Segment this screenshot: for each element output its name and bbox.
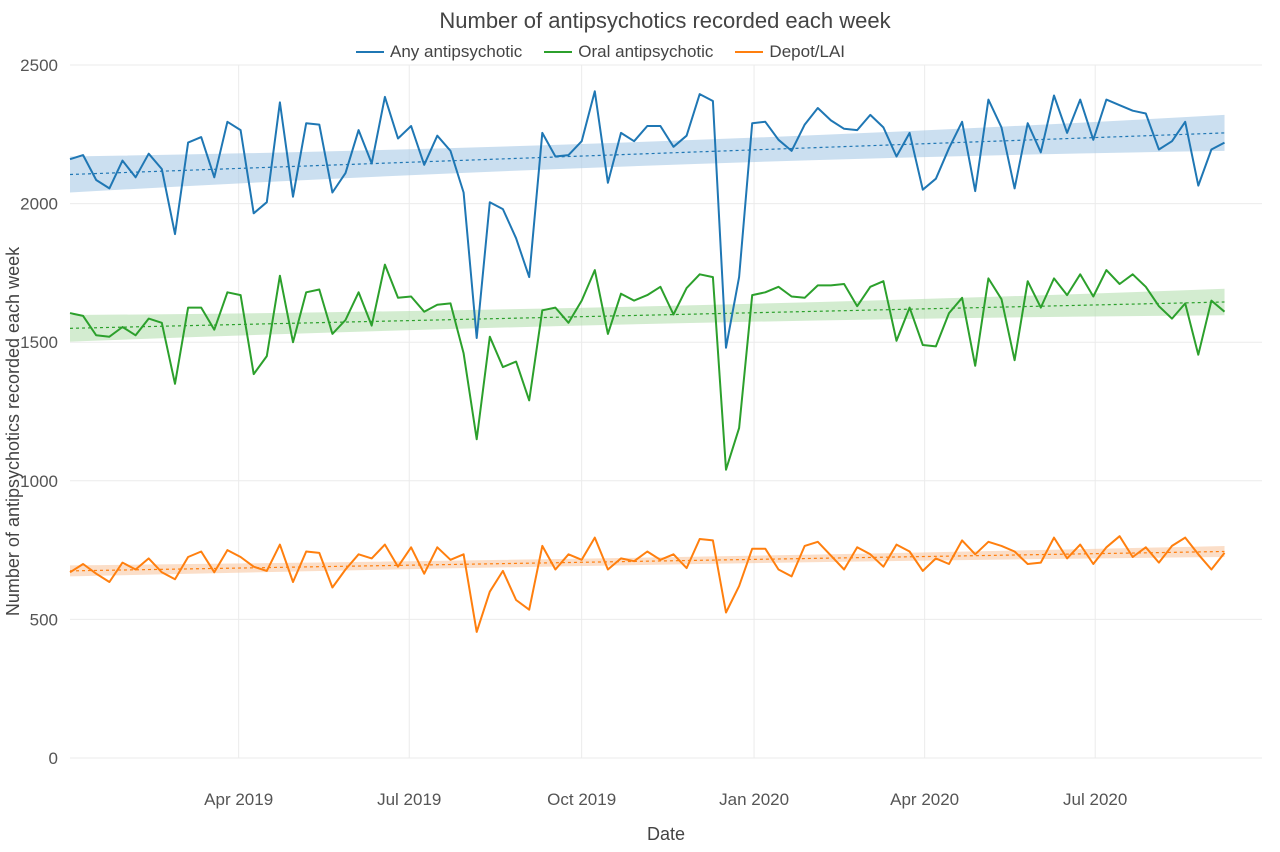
series-line-0 (69, 90, 1225, 349)
tick-labels: 0 500 1000 1500 2000 2500 Apr 2019 Jul 2019 Oct … (20, 56, 1127, 809)
y-tick-label: 500 (30, 610, 58, 629)
legend-item-oral[interactable]: Oral antipsychotic (544, 42, 713, 62)
legend-label-depot: Depot/LAI (769, 42, 846, 61)
x-tick-label: Apr 2019 (204, 790, 273, 809)
confidence-bands (70, 114, 1225, 577)
trend-line-1 (69, 301, 1225, 329)
legend-swatch-oral (544, 51, 573, 53)
series-line-2 (69, 535, 1226, 633)
grid-lines (70, 64, 1262, 759)
legend-label-any: Any antipsychotic (390, 42, 523, 61)
x-tick-label: Oct 2019 (547, 790, 616, 809)
y-tick-label: 2500 (20, 56, 58, 75)
legend-item-any[interactable]: Any antipsychotic (356, 42, 522, 62)
chart-title: Number of antipsychotics recorded each w… (439, 8, 891, 33)
chart-legend: Any antipsychotic Oral antipsychotic Dep… (356, 42, 845, 62)
y-tick-label: 2000 (20, 195, 58, 214)
x-axis-title: Date (647, 824, 685, 844)
legend-label-oral: Oral antipsychotic (578, 42, 714, 61)
trend-lines (69, 132, 1225, 572)
series-line-1 (69, 263, 1226, 471)
x-tick-label: Jan 2020 (719, 790, 789, 809)
y-tick-label: 1000 (20, 472, 58, 491)
x-tick-label: Jul 2019 (377, 790, 441, 809)
x-tick-label: Jul 2020 (1063, 790, 1127, 809)
trend-line-2 (69, 550, 1225, 572)
legend-swatch-any (356, 51, 384, 53)
legend-swatch-depot (735, 51, 764, 53)
series-lines (69, 90, 1226, 633)
legend-item-depot[interactable]: Depot/LAI (735, 42, 845, 62)
x-tick-label: Apr 2020 (890, 790, 959, 809)
y-axis-title: Number of antipsychotics recorded each w… (3, 246, 23, 616)
y-tick-label: 1500 (20, 333, 58, 352)
trend-line-0 (69, 132, 1225, 176)
y-tick-label: 0 (49, 749, 58, 768)
